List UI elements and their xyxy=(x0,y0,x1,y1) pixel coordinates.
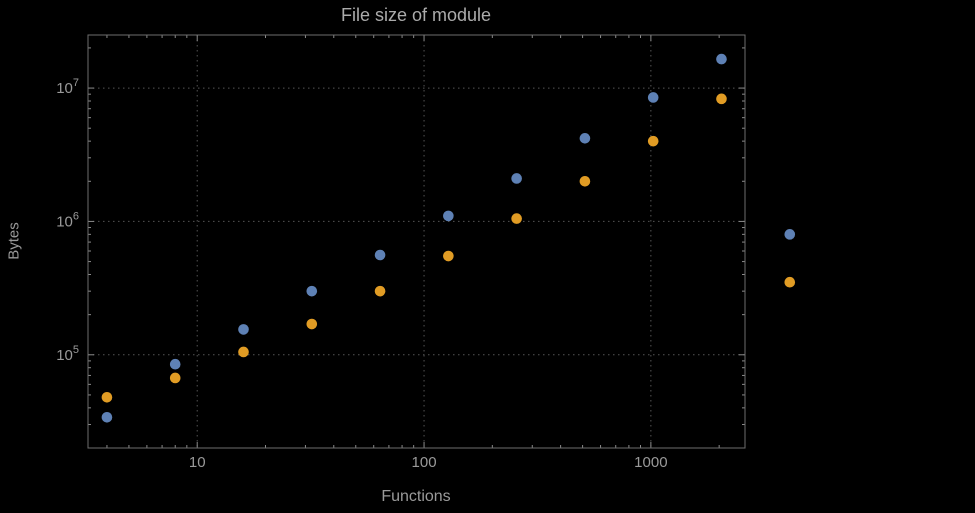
data-point-series-orange xyxy=(101,391,113,403)
data-point-series-blue xyxy=(443,210,454,222)
data-point-series-blue xyxy=(101,411,113,423)
data-point-series-blue xyxy=(306,285,318,297)
data-point-series-orange xyxy=(169,372,181,384)
data-point-series-blue xyxy=(169,358,181,370)
y-tick-label: 106 xyxy=(56,210,79,230)
y-axis-label: Bytes xyxy=(5,222,23,260)
y-tick-label: 107 xyxy=(56,77,79,97)
data-point-series-orange xyxy=(784,276,796,288)
data-point-series-blue xyxy=(784,229,796,240)
data-point-series-orange xyxy=(511,213,522,224)
data-point-series-orange xyxy=(716,93,727,105)
data-point-series-blue xyxy=(238,324,249,335)
data-point-series-orange xyxy=(647,135,659,147)
x-tick-label: 1000 xyxy=(634,454,667,471)
data-point-series-orange xyxy=(443,250,454,262)
x-axis-label: Functions xyxy=(381,488,451,505)
plot-frame xyxy=(87,34,746,449)
data-point-series-blue xyxy=(647,92,659,103)
data-point-series-orange xyxy=(306,318,318,330)
data-point-series-orange xyxy=(374,285,386,297)
data-point-series-blue xyxy=(716,53,727,65)
data-point-series-orange xyxy=(579,175,591,187)
data-point-series-blue xyxy=(579,133,591,144)
data-point-series-orange xyxy=(238,346,249,358)
x-tick-label: 10 xyxy=(189,454,206,471)
x-tick-label: 100 xyxy=(412,454,437,471)
data-point-series-blue xyxy=(511,173,522,184)
data-point-series-blue xyxy=(374,249,386,261)
chart-title: File size of module xyxy=(340,5,492,25)
y-tick-label: 105 xyxy=(56,344,79,364)
